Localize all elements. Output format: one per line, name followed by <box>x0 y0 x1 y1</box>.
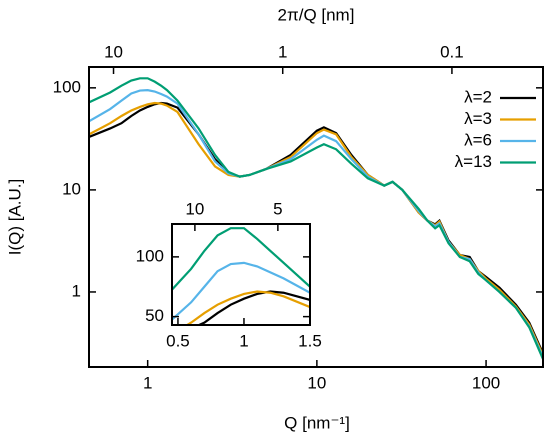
plot-lines <box>172 227 310 325</box>
data-line <box>89 77 543 360</box>
y-axis-label: I(Q) [A.U.] <box>5 179 24 256</box>
legend-label: λ=6 <box>464 130 492 149</box>
data-line <box>172 261 310 322</box>
y-tick-label: 1 <box>72 281 81 300</box>
y-tick-label: 50 <box>145 306 164 325</box>
data-line <box>89 89 543 358</box>
x-axis-label: Q [nm⁻¹] <box>284 413 350 432</box>
x2-tick-label: 5 <box>273 199 282 218</box>
x-tick-label: 1 <box>239 331 248 350</box>
data-line <box>185 290 310 325</box>
legend-label: λ=13 <box>455 152 492 171</box>
x2-tick-label: 10 <box>185 199 204 218</box>
legend-label: λ=2 <box>464 87 492 106</box>
x2-tick-label: 10 <box>104 42 123 61</box>
data-line <box>172 227 310 292</box>
data-line <box>196 290 310 325</box>
x-tick-label: 1 <box>143 373 152 392</box>
x-tick-label: 0.5 <box>166 331 190 350</box>
legend-label: λ=3 <box>464 109 492 128</box>
x2-axis-label: 2π/Q [nm] <box>278 5 355 24</box>
plot-background <box>89 67 543 367</box>
plot-frame <box>88 66 544 368</box>
y-tick-label: 100 <box>53 77 81 96</box>
x2-tick-label: 1 <box>278 42 287 61</box>
plot-lines <box>89 77 543 360</box>
x2-tick-label: 0.1 <box>440 42 464 61</box>
y-tick-label: 10 <box>62 179 81 198</box>
x-tick-label: 10 <box>307 373 326 392</box>
plot-frame <box>171 223 311 326</box>
y-tick-label: 100 <box>136 246 164 265</box>
x-tick-label: 100 <box>472 373 500 392</box>
plot-background <box>172 224 310 325</box>
x-tick-label: 1.5 <box>298 331 322 350</box>
